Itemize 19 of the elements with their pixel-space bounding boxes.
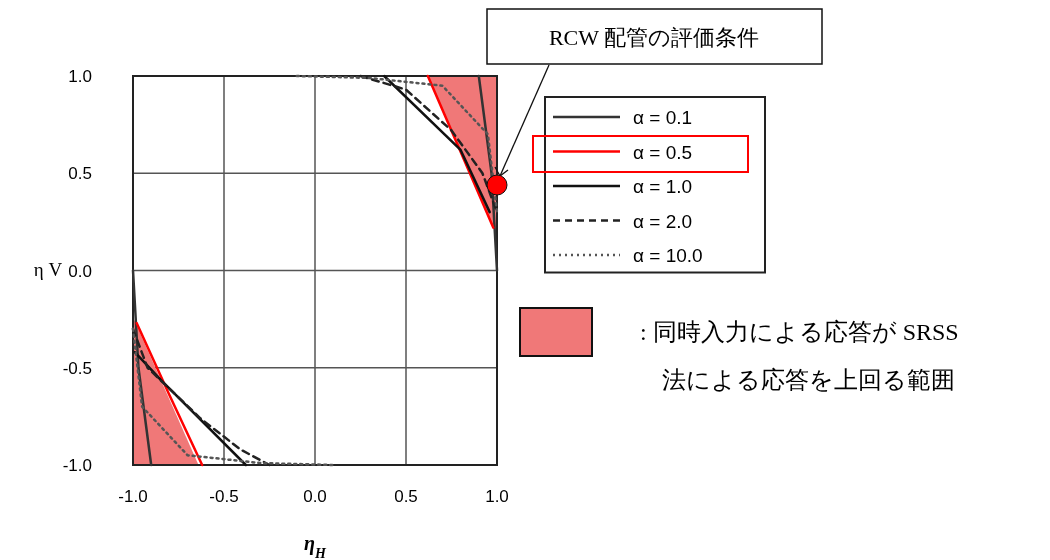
y-tick-label: -1.0 bbox=[62, 456, 92, 475]
text: RCW 配管の評価条件 bbox=[548, 25, 760, 50]
y-tick-label: 0.0 bbox=[68, 261, 92, 281]
x-tick-label: 0.0 bbox=[303, 487, 327, 506]
legend-label: α = 1.0 bbox=[633, 176, 693, 197]
y-axis-title: η V bbox=[33, 259, 63, 280]
y-tick-label: 0.5 bbox=[68, 164, 92, 184]
legend-label: : 同時入力による応答が SRSS 法による応答を上回る範囲 bbox=[640, 319, 959, 393]
x-tick-label: 0.5 bbox=[394, 487, 418, 506]
y-tick-label: 1.0 bbox=[68, 67, 92, 86]
y-tick-label: -0.5 bbox=[62, 358, 92, 378]
x-tick-label: -0.5 bbox=[209, 487, 239, 506]
x-tick-label: -1.0 bbox=[118, 487, 148, 506]
legend-label: α = 0.5 bbox=[633, 141, 693, 163]
legend-label: α = 2.0 bbox=[633, 210, 693, 232]
x-axis-title: η$_{H}$ bbox=[304, 532, 328, 560]
legend-label: α = 0.1 bbox=[633, 107, 693, 128]
x-tick-label: 1.0 bbox=[485, 487, 509, 506]
legend-label: α = 10.0 bbox=[633, 245, 703, 266]
